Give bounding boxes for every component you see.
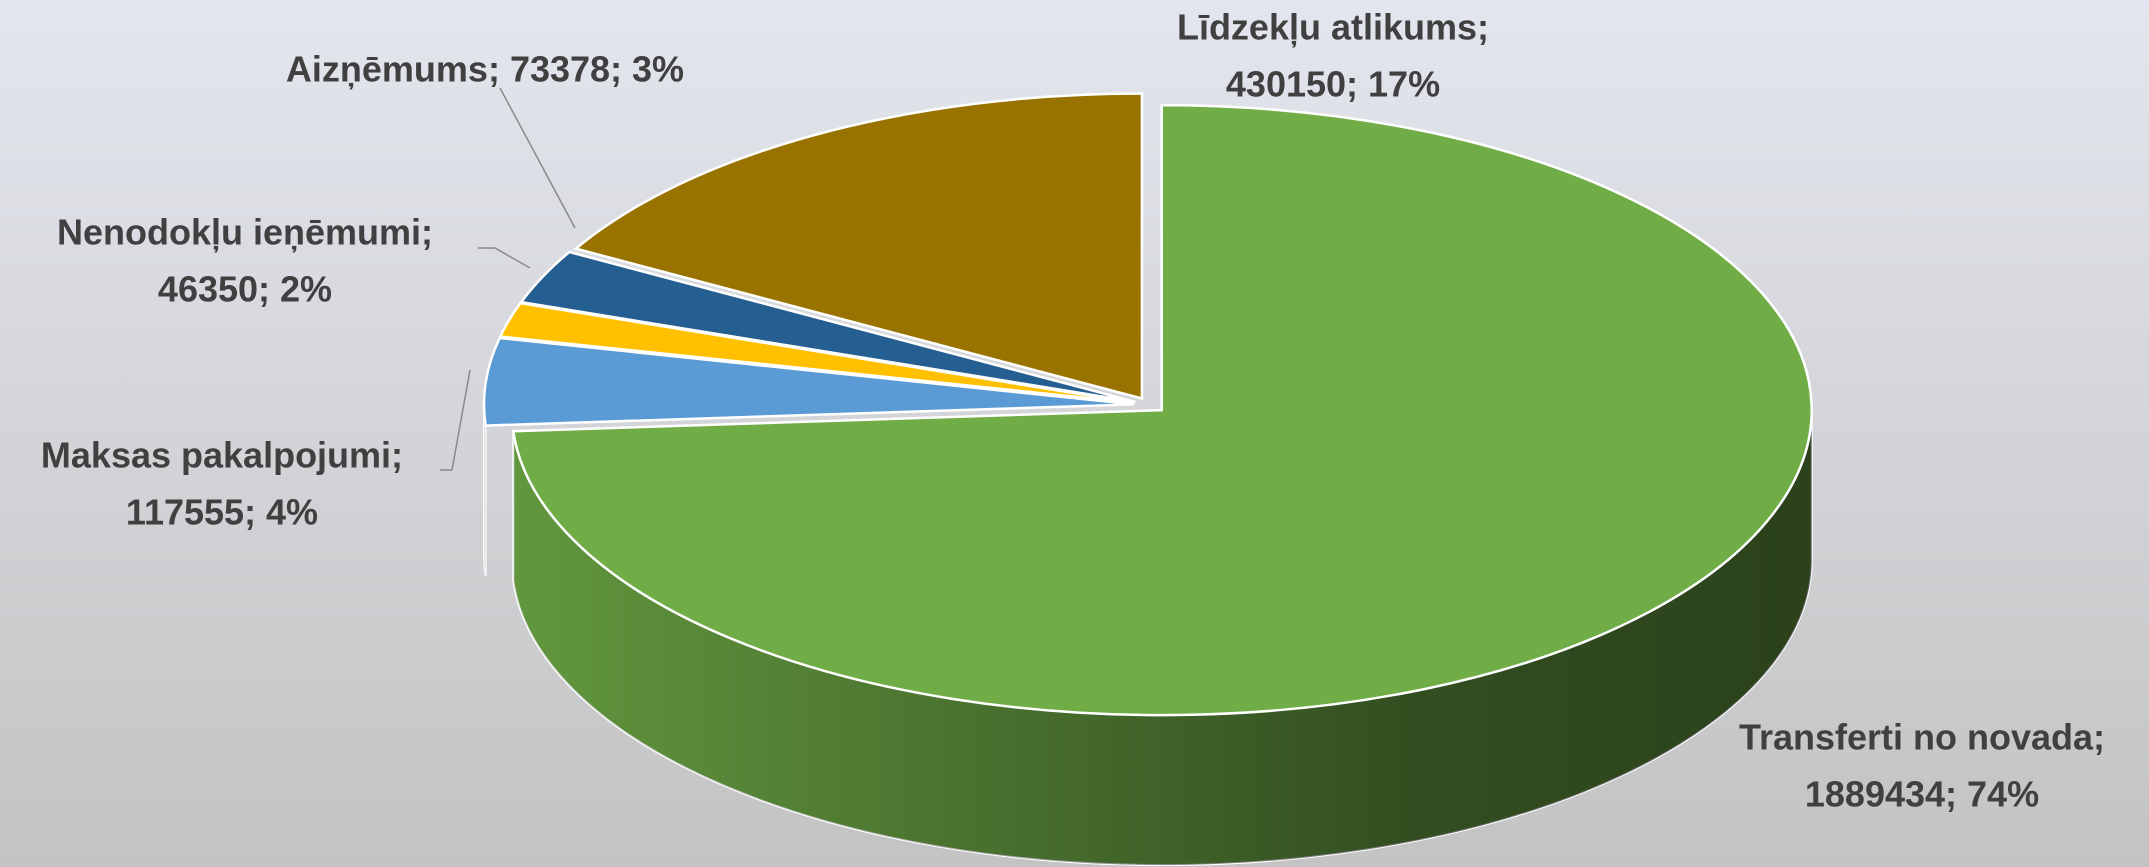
leader-line: [440, 369, 471, 471]
data-label: 117555; 4%: [126, 492, 318, 533]
slice: [482, 336, 1135, 427]
slice: [511, 103, 1813, 717]
data-label: Aizņēmums; 73378; 3%: [286, 49, 684, 90]
data-label: 1889434; 74%: [1805, 774, 2039, 815]
data-label: 46350; 2%: [158, 269, 332, 310]
slice: [518, 250, 1136, 404]
data-label: 430150; 17%: [1226, 64, 1440, 105]
slice-side-shade: [484, 404, 486, 576]
leader-line: [499, 87, 576, 229]
leader-lines: [440, 87, 576, 471]
data-labels: Transferti no novada; 1889434; 74% Maksas …: [41, 7, 2105, 815]
data-label: Transferti no novada;: [1739, 717, 2105, 758]
slice-side-shade: [513, 410, 1812, 866]
data-label: Nenodokļu ieņēmumi;: [57, 212, 433, 253]
data-label: Maksas pakalpojumi;: [41, 435, 403, 476]
slice: [573, 92, 1144, 401]
data-label: Līdzekļu atlikums;: [1177, 7, 1489, 48]
pie-tops: [482, 92, 1813, 717]
leader-line: [478, 247, 531, 269]
